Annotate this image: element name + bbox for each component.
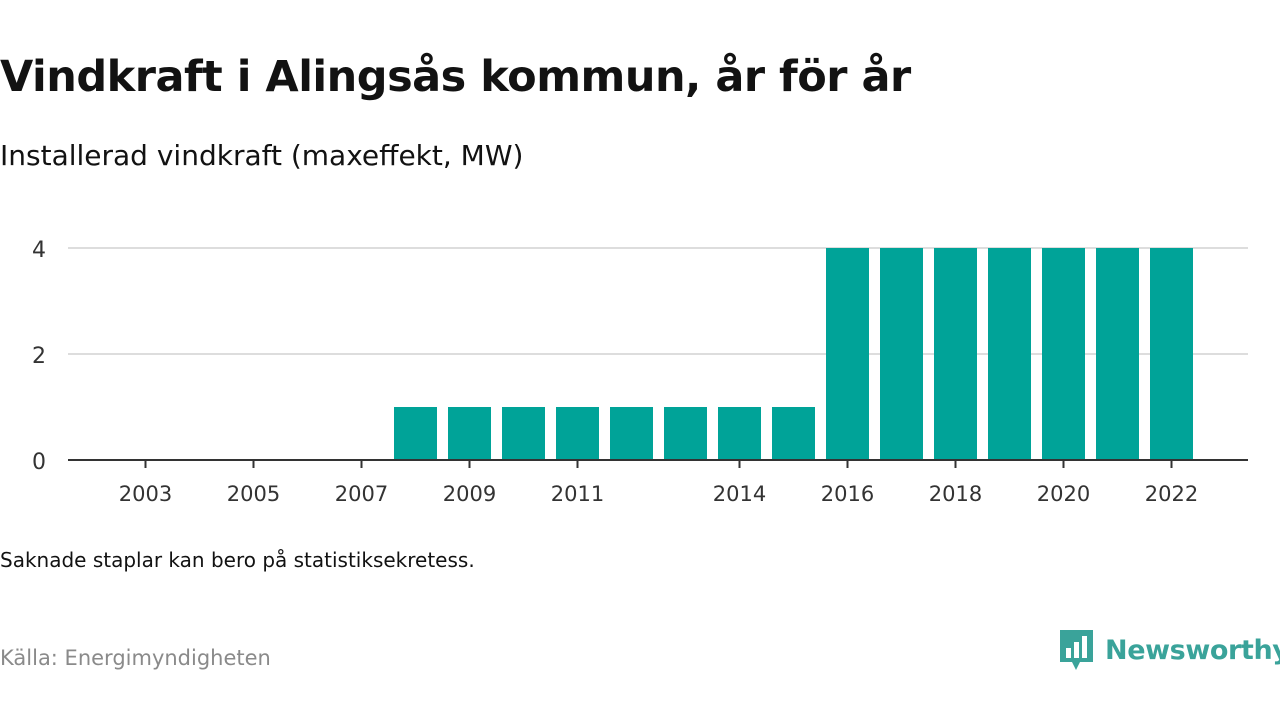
x-tick-label: 2003 [119, 482, 172, 506]
bar-2017 [880, 248, 923, 460]
footnote: Saknade staplar kan bero på statistiksek… [0, 548, 475, 572]
x-tick-label: 2011 [551, 482, 604, 506]
newsworthy-logo-text: Newsworthy [1105, 634, 1280, 666]
bar-2014 [718, 407, 761, 460]
bar-2009 [448, 407, 491, 460]
newsworthy-logo-icon [1060, 630, 1093, 670]
y-tick-label: 4 [32, 238, 46, 263]
bar-2011 [556, 407, 599, 460]
x-axis [68, 459, 1248, 468]
y-axis-labels: 0 2 4 [32, 238, 46, 475]
bars [394, 248, 1193, 460]
x-tick-label: 2014 [713, 482, 766, 506]
x-tick-label: 2022 [1145, 482, 1198, 506]
bar-2019 [988, 248, 1031, 460]
newsworthy-logo[interactable]: Newsworthy [1058, 628, 1280, 672]
bar-2010 [502, 407, 545, 460]
y-tick-label: 2 [32, 344, 46, 369]
x-tick-label: 2005 [227, 482, 280, 506]
y-tick-label: 0 [32, 450, 46, 475]
x-tick-label: 2007 [335, 482, 388, 506]
x-tick-label: 2016 [821, 482, 874, 506]
chart-title: Vindkraft i Alingsås kommun, år för år [0, 52, 911, 102]
source-credit: Källa: Energimyndigheten [0, 646, 271, 670]
bar-2015 [772, 407, 815, 460]
x-tick-label: 2020 [1037, 482, 1090, 506]
bar-2018 [934, 248, 977, 460]
x-axis-labels: 2003 2005 2007 2009 2011 2014 2016 2018 2020 2022 [119, 482, 1198, 506]
bar-2021 [1096, 248, 1139, 460]
chart-subtitle: Installerad vindkraft (maxeffekt, MW) [0, 139, 524, 172]
x-tick-label: 2018 [929, 482, 982, 506]
bar-2020 [1042, 248, 1085, 460]
x-tick-label: 2009 [443, 482, 496, 506]
bar-2012 [610, 407, 653, 460]
bar-2008 [394, 407, 437, 460]
bar-chart: 0 2 4 2003 2005 2007 2009 2011 2014 2016 2018 2020… [32, 238, 1248, 506]
bar-2013 [664, 407, 707, 460]
bar-2022 [1150, 248, 1193, 460]
bar-2016 [826, 248, 869, 460]
